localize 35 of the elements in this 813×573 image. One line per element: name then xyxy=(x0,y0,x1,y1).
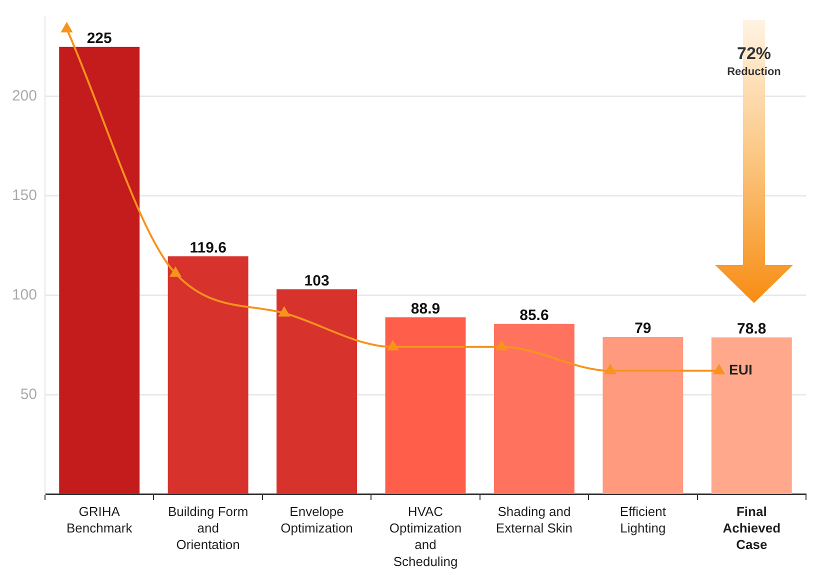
bar xyxy=(602,336,684,494)
y-tick-label: 100 xyxy=(12,286,37,304)
bar xyxy=(711,337,792,494)
y-tick-label: 200 xyxy=(12,88,37,105)
point xyxy=(61,22,72,32)
bar xyxy=(276,289,358,494)
point xyxy=(170,267,181,277)
bar xyxy=(168,256,248,494)
y-tick-label: 50 xyxy=(20,386,37,403)
data-label: 88.9 xyxy=(410,300,440,318)
point xyxy=(496,340,507,350)
x-tick-label: Efficient Lighting xyxy=(620,504,666,536)
data-label: 79 xyxy=(634,320,652,337)
data-label: 119.6 xyxy=(190,239,226,256)
x-tick-label: HVAC Optimization and Scheduling xyxy=(389,504,462,569)
y-tick-label: 150 xyxy=(12,187,37,204)
point xyxy=(278,307,290,317)
x-tick-label: GRIHA Benchmark xyxy=(66,504,133,536)
bar xyxy=(59,46,140,494)
series-label: EUI xyxy=(729,362,752,378)
x-tick-label: Envelope Optimization xyxy=(280,504,353,536)
data-label: 225 xyxy=(86,30,112,47)
bar xyxy=(385,317,466,494)
annotation: 72% xyxy=(736,44,772,64)
x-tick-label: Final Achieved Case xyxy=(722,504,781,552)
data-label: 78.8 xyxy=(737,320,766,338)
bar xyxy=(494,324,574,494)
x-tick-label: Shading and External Skin xyxy=(496,504,573,536)
point xyxy=(388,340,398,350)
data-label: 85.6 xyxy=(520,306,549,324)
data-label: 103 xyxy=(304,272,330,290)
point xyxy=(714,364,724,374)
annotation: Reduction xyxy=(726,66,782,78)
point xyxy=(604,364,616,374)
x-tick-label: Building Form and Orientation xyxy=(168,504,248,552)
